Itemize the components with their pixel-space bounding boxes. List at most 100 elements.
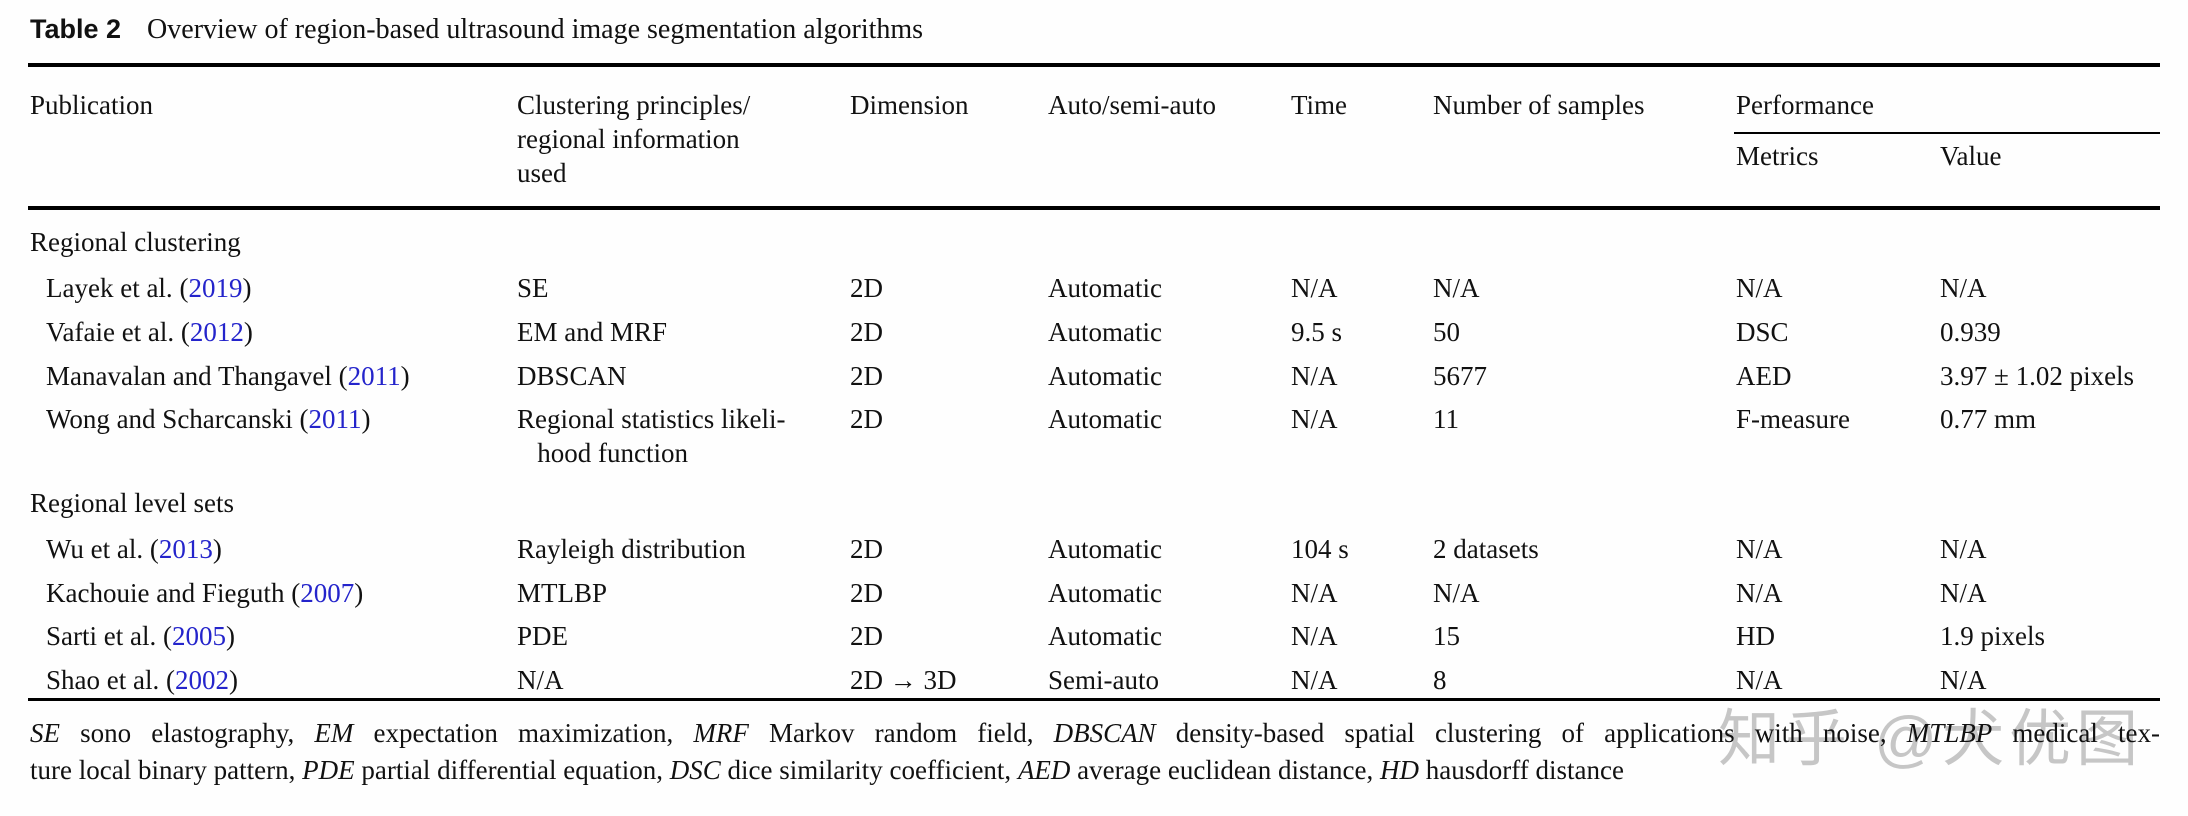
cell-publication: Wong and Scharcanski (2011) — [46, 404, 371, 435]
cell-samples: 11 — [1431, 393, 1734, 471]
cell-publication: Wu et al. (2013) — [46, 533, 222, 564]
publication-authors: Wong and Scharcanski — [46, 404, 293, 435]
table-body: Regional clustering Layek et al. (2019) SE… — [28, 208, 2160, 699]
col-header-clustering: Clustering principles/ regional informat… — [517, 90, 751, 188]
clustering-value: Regional statistics likeli- hood functio… — [517, 404, 786, 468]
dimension-value: 2D — [850, 404, 883, 435]
cell-time: 104 s — [1289, 523, 1431, 567]
samples-value: 50 — [1433, 316, 1460, 347]
cell-clustering: Regional statistics likeli- hood functio… — [515, 393, 848, 471]
cell-auto: Automatic — [1046, 350, 1289, 394]
cell-samples: N/A — [1431, 567, 1734, 611]
abbreviation-term: MRF — [693, 717, 749, 748]
col-header-performance: Performance — [1734, 65, 2160, 134]
dimension-value: 2D — [850, 533, 883, 564]
metrics-value: N/A — [1736, 533, 1783, 564]
abbreviation-term: DSC — [669, 754, 721, 785]
citation-year-link[interactable]: 2011 — [347, 360, 401, 391]
value-value: N/A — [1940, 577, 1987, 608]
col-header-metrics: Metrics — [1736, 141, 1819, 171]
value-value: 1.9 pixels — [1940, 621, 2045, 652]
auto-value: Automatic — [1048, 273, 1162, 303]
time-value: N/A — [1291, 273, 1338, 303]
table-caption-text: Overview of region-based ultrasound imag… — [147, 14, 924, 45]
cell-value: 3.97 ± 1.02 pixels — [1938, 350, 2160, 394]
cell-value: 0.939 — [1938, 306, 2160, 350]
cell-auto: Automatic — [1046, 567, 1289, 611]
cell-clustering: N/A — [515, 654, 848, 699]
cell-clustering: Rayleigh distribution — [515, 523, 848, 567]
auto-value: Automatic — [1048, 404, 1162, 435]
cell-metrics: N/A — [1734, 262, 1938, 306]
value-value: N/A — [1940, 665, 1987, 695]
citation-year-link[interactable]: 2013 — [158, 533, 213, 564]
abbreviation-term: SE — [30, 717, 60, 748]
cell-dimension: 2D — [848, 393, 1046, 471]
cell-metrics: AED — [1734, 350, 1938, 394]
dimension-value: 2D — [850, 360, 883, 391]
segmentation-algorithms-table: Publication Clustering principles/ regio… — [28, 63, 2160, 701]
clustering-value: EM and MRF — [517, 316, 668, 347]
auto-value: Automatic — [1048, 360, 1162, 391]
abbreviation-term: DBSCAN — [1053, 717, 1156, 748]
auto-value: Automatic — [1048, 316, 1162, 347]
table-caption: Table 2 Overview of region-based ultrasou… — [0, 0, 2188, 63]
section-label: Regional level sets — [30, 487, 234, 518]
col-header-samples: Number of samples — [1433, 90, 1645, 120]
samples-value: N/A — [1433, 273, 1480, 303]
cell-time: N/A — [1289, 393, 1431, 471]
cell-auto: Automatic — [1046, 523, 1289, 567]
table-row: Kachouie and Fieguth (2007) MTLBP 2D Automa… — [28, 567, 2160, 611]
table-figure: Table 2 Overview of region-based ultrasou… — [0, 0, 2188, 789]
citation-year-link[interactable]: 2002 — [174, 665, 229, 695]
cell-auto: Automatic — [1046, 306, 1289, 350]
time-value: 104 s — [1291, 533, 1349, 564]
citation-year-link[interactable]: 2019 — [188, 273, 243, 303]
abbreviation-definition: dice similarity coefficient, — [720, 754, 1018, 785]
dimension-value: 2D — [850, 577, 883, 608]
col-header-time: Time — [1291, 90, 1348, 120]
abbreviation-definition: density-based spatial clustering of appl… — [1155, 717, 1907, 748]
citation-year-link[interactable]: 2007 — [300, 577, 355, 608]
cell-samples: 50 — [1431, 306, 1734, 350]
abbreviation-term: MTLBP — [1906, 717, 1993, 748]
cell-publication: Layek et al. (2019) — [46, 273, 252, 303]
cell-clustering: MTLBP — [515, 567, 848, 611]
citation-year-link[interactable]: 2011 — [308, 404, 362, 435]
dimension-value: 2D — [850, 621, 883, 652]
cell-auto: Automatic — [1046, 393, 1289, 471]
samples-value: 15 — [1433, 621, 1460, 652]
cell-dimension: 2D — [848, 610, 1046, 654]
footnote-line: ture local binary pattern, PDE partial d… — [30, 752, 2160, 789]
cell-time: N/A — [1289, 350, 1431, 394]
abbreviation-term: PDE — [302, 754, 355, 785]
citation-year-link[interactable]: 2012 — [189, 316, 244, 347]
cell-dimension: 2D — [848, 523, 1046, 567]
cell-publication: Sarti et al. (2005) — [46, 621, 235, 652]
dimension-value: 2D → 3D — [850, 665, 957, 695]
citation-year-link[interactable]: 2005 — [171, 621, 226, 652]
cell-clustering: PDE — [515, 610, 848, 654]
cell-metrics: N/A — [1734, 523, 1938, 567]
cell-value: 0.77 mm — [1938, 393, 2160, 471]
samples-value: 11 — [1433, 404, 1459, 435]
auto-value: Automatic — [1048, 533, 1162, 564]
cell-value: N/A — [1938, 654, 2160, 699]
value-value: 0.939 — [1940, 316, 2001, 347]
auto-value: Semi-auto — [1048, 665, 1159, 695]
publication-authors: Vafaie et al. — [46, 316, 175, 347]
clustering-value: SE — [517, 273, 549, 303]
cell-samples: 2 datasets — [1431, 523, 1734, 567]
col-header-dimension: Dimension — [850, 90, 969, 120]
abbreviations-footnote: SE sono elastography, EM expectation max… — [30, 715, 2160, 789]
time-value: N/A — [1291, 404, 1338, 435]
metrics-value: F-measure — [1736, 404, 1850, 435]
metrics-value: N/A — [1736, 273, 1783, 303]
publication-authors: Wu et al. — [46, 533, 144, 564]
clustering-value: N/A — [517, 665, 564, 695]
cell-dimension: 2D — [848, 262, 1046, 306]
time-value: N/A — [1291, 577, 1338, 608]
cell-samples: 15 — [1431, 610, 1734, 654]
cell-value: N/A — [1938, 567, 2160, 611]
table-row: Wong and Scharcanski (2011) Regional stat… — [28, 393, 2160, 471]
